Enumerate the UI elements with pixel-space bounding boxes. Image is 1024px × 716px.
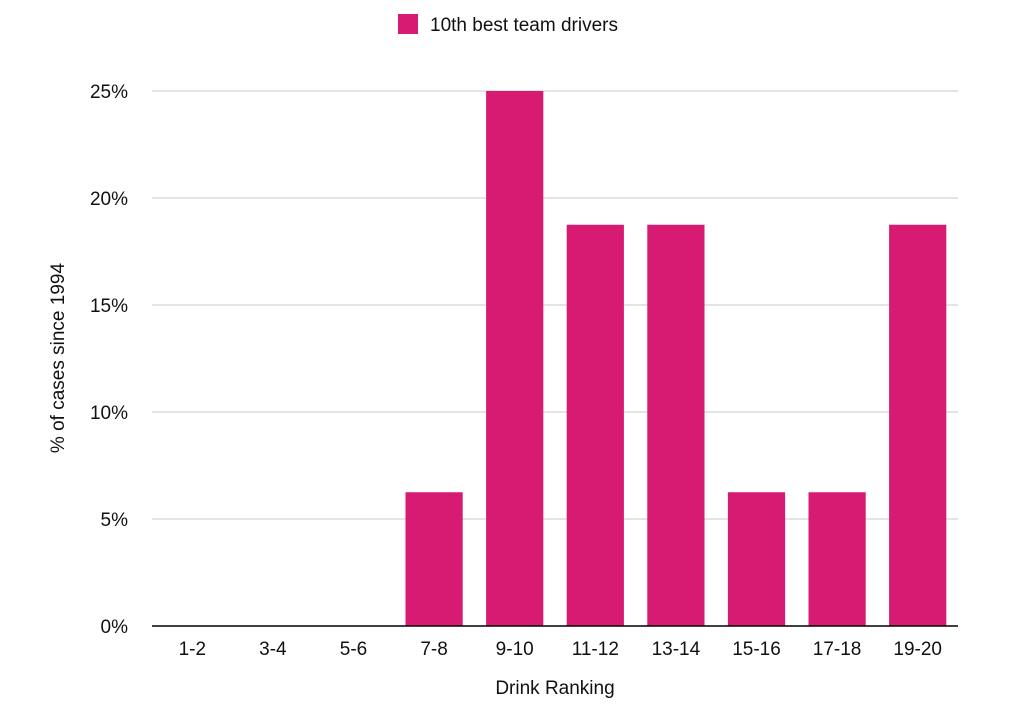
y-tick-label: 5% [101, 510, 129, 531]
x-tick-label: 13-14 [652, 639, 701, 660]
x-tick-label: 15-16 [732, 639, 781, 660]
x-tick-label: 9-10 [496, 639, 534, 660]
legend: 10th best team drivers [398, 14, 618, 36]
x-tick-label: 7-8 [420, 639, 447, 660]
y-tick-label: 20% [90, 189, 128, 210]
x-axis-ticks: 1-2 3-4 5-6 7-8 9-10 11-12 13-14 15-16 17-18 19-2… [179, 639, 942, 660]
legend-swatch [398, 14, 418, 34]
bar-7-8 [405, 492, 463, 626]
bar-13-14 [647, 224, 705, 626]
bars [405, 91, 947, 626]
x-tick-label: 11-12 [572, 639, 619, 660]
y-tick-label: 0% [101, 617, 129, 638]
x-tick-label: 5-6 [340, 639, 367, 660]
bar-17-18 [808, 492, 866, 626]
bar-11-12 [566, 224, 624, 626]
y-tick-label: 25% [90, 82, 128, 103]
y-tick-label: 15% [90, 296, 128, 317]
x-tick-label: 1-2 [179, 639, 206, 660]
x-axis-title: Drink Ranking [495, 678, 614, 699]
y-axis-ticks: 0% 5% 10% 15% 20% 25% [90, 82, 128, 638]
gridlines [152, 90, 958, 520]
bar-9-10 [486, 91, 544, 626]
legend-label: 10th best team drivers [430, 15, 618, 36]
y-tick-label: 10% [90, 403, 128, 424]
x-tick-label: 3-4 [259, 639, 287, 660]
y-axis-title: % of cases since 1994 [48, 263, 69, 454]
bar-15-16 [727, 492, 786, 626]
x-tick-label: 17-18 [813, 639, 862, 660]
bar-19-20 [889, 224, 947, 626]
x-tick-label: 19-20 [893, 639, 942, 660]
